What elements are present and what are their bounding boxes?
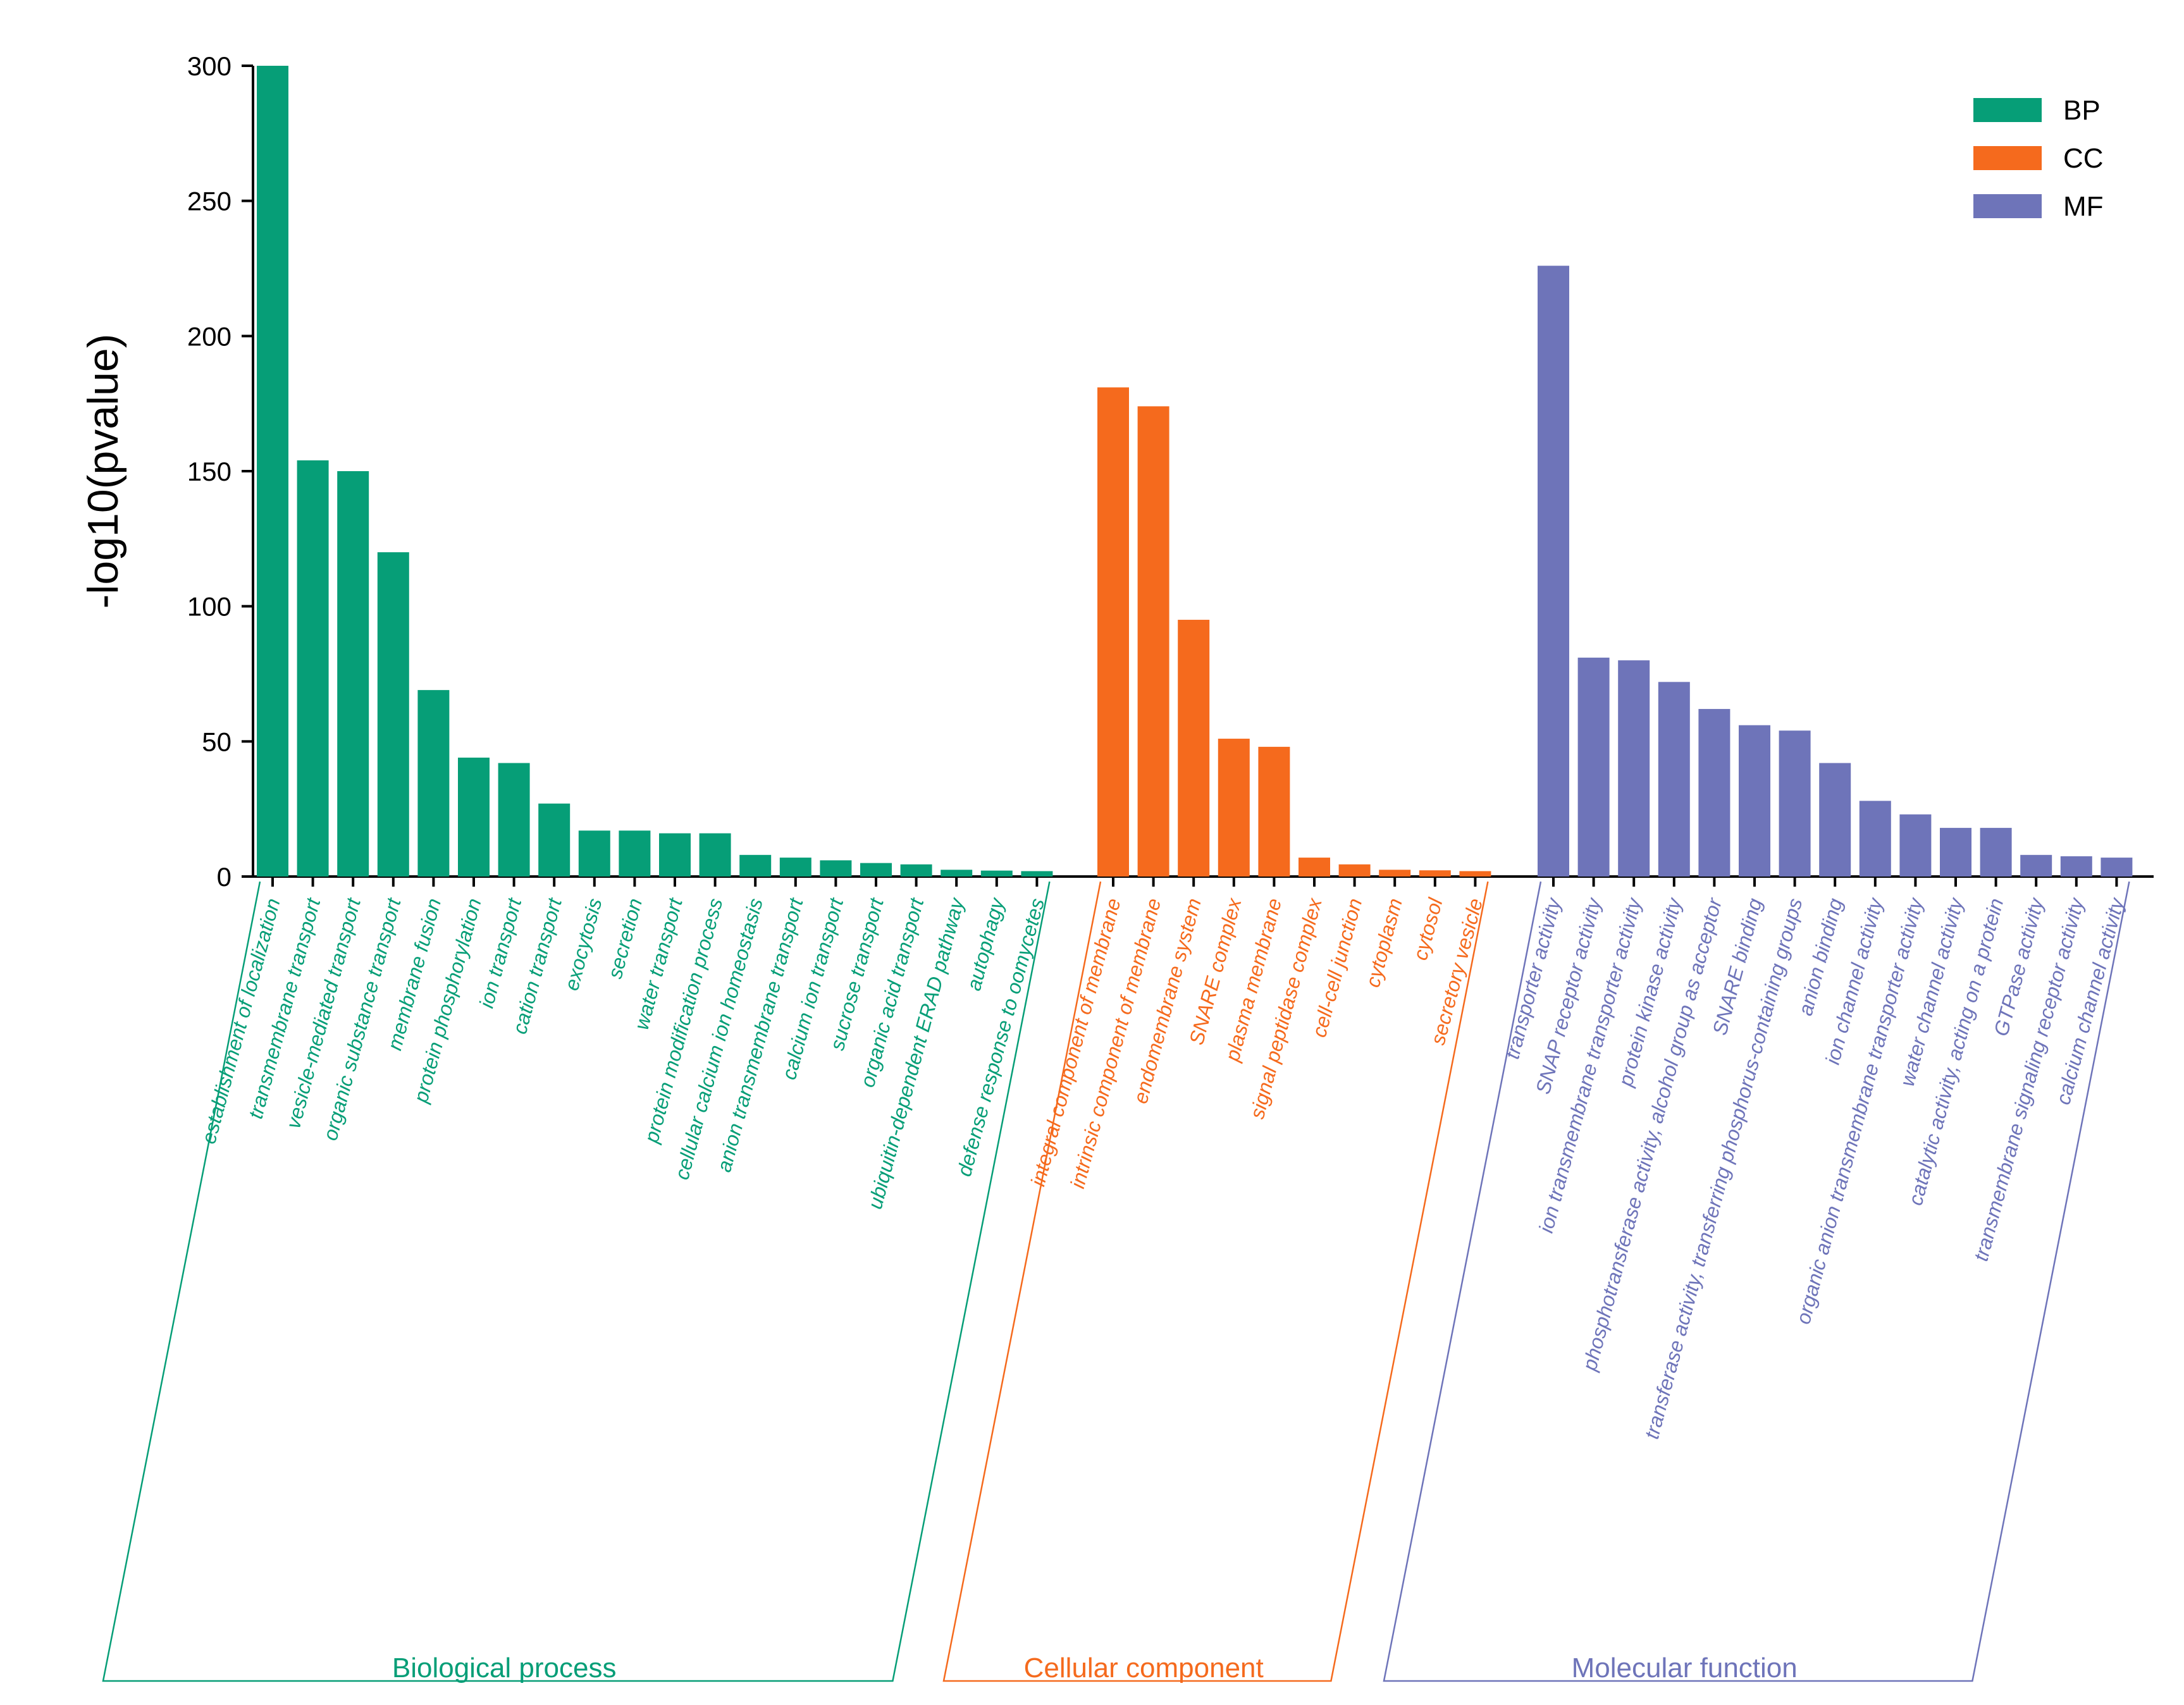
group-label-bp: Biological process	[392, 1653, 617, 1683]
category-label: defense response to oomycetes	[953, 896, 1049, 1178]
bar-bp-5	[417, 690, 450, 877]
bar-mf-6	[1739, 725, 1770, 877]
legend-swatch-mf	[1973, 194, 2042, 218]
bar-bp-19	[980, 870, 1013, 877]
bar-cc-7	[1338, 864, 1371, 877]
y-tick-label: 0	[217, 862, 231, 892]
legend-label-mf: MF	[2063, 191, 2104, 222]
bar-bp-15	[820, 860, 852, 877]
y-tick-label: 100	[187, 592, 231, 622]
y-tick-label: 250	[187, 187, 231, 216]
bar-cc-10	[1459, 871, 1491, 877]
bar-mf-1	[1538, 266, 1569, 877]
bar-mf-7	[1779, 730, 1811, 877]
bar-bp-20	[1021, 871, 1053, 877]
y-axis: 0 50 100 150 200 250 300	[187, 51, 254, 892]
bar-mf-12	[1980, 828, 2012, 877]
bar-bp-11	[659, 833, 691, 877]
bar-bp-4	[377, 552, 409, 877]
category-label: autophagy	[962, 895, 1009, 994]
bar-mf-15	[2101, 858, 2133, 877]
y-axis-label: -log10(pvalue)	[79, 334, 127, 609]
y-tick-label: 150	[187, 457, 231, 486]
bar-mf-9	[1859, 801, 1891, 877]
group-label-mf: Molecular function	[1572, 1653, 1798, 1683]
bars	[257, 66, 2133, 877]
bar-cc-1	[1097, 387, 1129, 877]
bar-mf-3	[1618, 660, 1650, 877]
bar-bp-16	[860, 863, 892, 877]
bar-mf-4	[1658, 682, 1690, 877]
group-bracket-cc	[942, 881, 1489, 1682]
legend-label-cc: CC	[2063, 143, 2104, 174]
legend-label-bp: BP	[2063, 95, 2101, 126]
group-label-cc: Cellular component	[1024, 1653, 1264, 1683]
legend: BP CC MF	[1973, 95, 2104, 222]
bar-cc-2	[1137, 406, 1169, 877]
category-label: secretion	[603, 896, 646, 981]
bar-cc-5	[1258, 746, 1290, 877]
bar-bp-7	[498, 763, 530, 877]
bar-bp-13	[739, 854, 772, 877]
bar-mf-11	[1940, 828, 1971, 877]
bar-mf-14	[2060, 856, 2092, 877]
bar-bp-12	[699, 833, 731, 877]
bar-bp-6	[458, 757, 490, 877]
group-bracket-bp	[102, 881, 1051, 1682]
x-axis	[253, 875, 2154, 887]
bar-bp-10	[619, 830, 651, 877]
bar-cc-4	[1218, 739, 1250, 877]
bar-bp-1	[257, 66, 288, 877]
bar-mf-13	[2020, 854, 2052, 877]
bar-bp-8	[538, 803, 571, 877]
bar-bp-9	[578, 830, 610, 877]
group-bracket-mf	[1383, 881, 2130, 1682]
bar-mf-10	[1899, 814, 1932, 877]
bar-bp-2	[297, 460, 329, 877]
bar-bp-14	[779, 858, 811, 877]
category-label: cytoplasm	[1361, 896, 1407, 989]
group-brackets: Biological process Cellular component Mole…	[102, 881, 2130, 1683]
bar-cc-6	[1299, 858, 1330, 877]
bar-cc-9	[1419, 870, 1451, 877]
legend-swatch-cc	[1973, 146, 2042, 170]
bar-bp-17	[900, 864, 932, 877]
y-tick-label: 300	[187, 51, 231, 81]
legend-swatch-bp	[1973, 98, 2042, 122]
bar-cc-8	[1379, 870, 1411, 877]
y-tick-label: 200	[187, 321, 231, 351]
bar-mf-2	[1577, 657, 1610, 877]
category-labels: establishment of localizationtransmembra…	[197, 895, 2128, 1442]
bar-mf-5	[1698, 709, 1731, 877]
bar-bp-18	[941, 870, 973, 877]
category-label: cytosol	[1409, 896, 1447, 963]
category-label: exocytosis	[560, 896, 606, 993]
y-tick-label: 50	[202, 727, 231, 756]
bar-cc-3	[1178, 620, 1210, 877]
bar-bp-3	[337, 471, 369, 877]
bar-mf-8	[1819, 763, 1851, 877]
